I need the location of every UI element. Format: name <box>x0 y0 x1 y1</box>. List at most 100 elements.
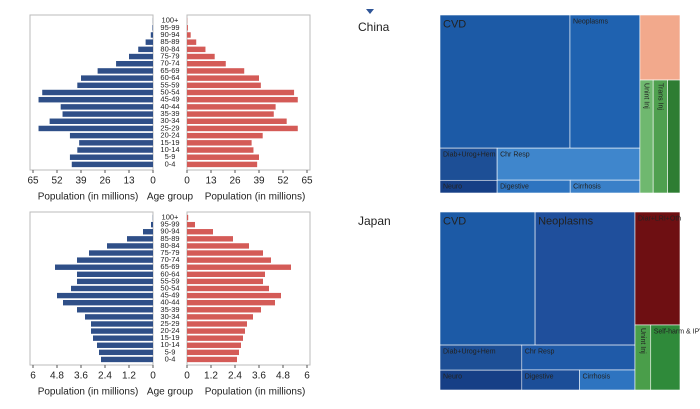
age-label: 40-44 <box>160 298 179 307</box>
age-label: 70-74 <box>160 255 179 264</box>
center-label: Age group <box>147 387 194 398</box>
treemap-cell <box>439 344 523 371</box>
female-bar <box>187 250 263 256</box>
female-bar <box>187 321 247 327</box>
age-label: 85-89 <box>160 234 179 243</box>
age-label: 45-49 <box>160 95 179 104</box>
female-bar <box>187 285 269 292</box>
x-tick-label: 0 <box>184 176 190 187</box>
cell-label: CVD <box>443 19 466 31</box>
cell-label: Chr Resp <box>500 152 530 159</box>
female-bar <box>187 25 188 31</box>
female-bar <box>187 61 226 67</box>
cell-label: Trans Inj <box>656 83 663 110</box>
x-tick-label: 26 <box>99 176 111 187</box>
male-bar <box>77 271 153 278</box>
age-label: 90-94 <box>160 30 179 39</box>
cell-label: Digestive <box>525 373 554 380</box>
female-bar <box>187 349 239 356</box>
male-bar <box>69 154 153 160</box>
cell-label: Cirrhosis <box>582 373 610 380</box>
female-bar <box>187 257 271 263</box>
center-label: Age group <box>147 192 194 203</box>
age-label: 50-54 <box>160 283 179 292</box>
cell-label: Unint Inj <box>639 328 646 354</box>
male-bar <box>107 243 153 249</box>
female-bar <box>187 75 259 81</box>
age-label: 25-29 <box>160 319 179 328</box>
male-bar <box>85 314 153 320</box>
x-tick-label: 1.2 <box>122 371 136 382</box>
male-bar <box>62 111 153 117</box>
x-tick-label: 0 <box>150 176 156 187</box>
male-bar <box>93 335 153 341</box>
female-bar <box>187 68 245 74</box>
treemap-cell <box>650 324 681 391</box>
age-label: 100+ <box>162 16 180 25</box>
x-tick-label: 3.6 <box>74 371 88 382</box>
male-bar <box>129 53 153 60</box>
male-bar <box>81 75 153 81</box>
cell-label: Diab+Urog+Hem <box>443 349 496 356</box>
female-bar <box>187 96 298 103</box>
x-tick-label: 3.6 <box>252 371 266 382</box>
x-tick-label: 0 <box>150 371 156 382</box>
dropdown-marker[interactable] <box>366 9 374 14</box>
x-axis-label: Population (in millions) <box>205 192 306 203</box>
cell-label: Diab+Urog+Hem <box>443 152 496 159</box>
treemap-cell <box>534 211 636 346</box>
age-label: 20-24 <box>160 326 179 335</box>
x-tick-label: 2.4 <box>98 371 112 382</box>
male-bar <box>77 257 153 263</box>
x-tick-label: 2.4 <box>228 371 242 382</box>
male-bar <box>63 299 153 306</box>
x-tick-label: 65 <box>301 176 313 187</box>
age-label: 80-84 <box>160 241 179 250</box>
male-bar <box>77 278 153 285</box>
x-tick-label: 13 <box>123 176 135 187</box>
age-label: 0-4 <box>165 159 176 168</box>
female-bar <box>187 243 249 249</box>
female-bar <box>187 154 259 160</box>
male-bar <box>77 82 153 89</box>
female-bar <box>187 299 275 306</box>
age-label: 80-84 <box>160 44 179 53</box>
treemap-cell <box>521 344 636 371</box>
treemap-cell <box>667 79 681 194</box>
cell-label: Self-harm & IPV <box>654 328 700 335</box>
age-label: 20-24 <box>160 131 179 140</box>
female-bar <box>187 32 191 38</box>
x-tick-label: 1.2 <box>204 371 218 382</box>
treemap-cell <box>496 147 641 181</box>
cell-label: Neuro <box>443 374 462 381</box>
female-bar <box>187 271 265 278</box>
x-tick-label: 4.8 <box>276 371 290 382</box>
age-label: 85-89 <box>160 37 179 46</box>
male-bar <box>89 250 153 256</box>
cell-label: Neoplasms <box>538 216 594 228</box>
female-bar <box>187 89 295 96</box>
female-bar <box>187 111 274 117</box>
male-bar <box>57 292 153 299</box>
age-label: 25-29 <box>160 123 179 132</box>
male-bar <box>116 61 153 67</box>
x-axis-label: Population (in millions) <box>205 387 306 398</box>
age-label: 60-64 <box>160 269 179 278</box>
x-tick-label: 65 <box>27 176 39 187</box>
x-tick-label: 39 <box>75 176 87 187</box>
male-bar <box>143 229 153 235</box>
male-bar <box>49 118 153 124</box>
female-bar <box>187 342 241 348</box>
age-label: 55-59 <box>160 80 179 89</box>
female-bar <box>187 104 276 110</box>
female-bar <box>187 147 254 153</box>
male-bar <box>38 96 153 103</box>
male-bar <box>77 307 153 313</box>
age-label: 15-19 <box>160 138 179 147</box>
female-bar <box>187 221 195 228</box>
x-tick-label: 6 <box>30 371 36 382</box>
male-bar <box>99 349 153 356</box>
female-bar <box>187 292 281 299</box>
country-label: Japan <box>358 214 391 228</box>
